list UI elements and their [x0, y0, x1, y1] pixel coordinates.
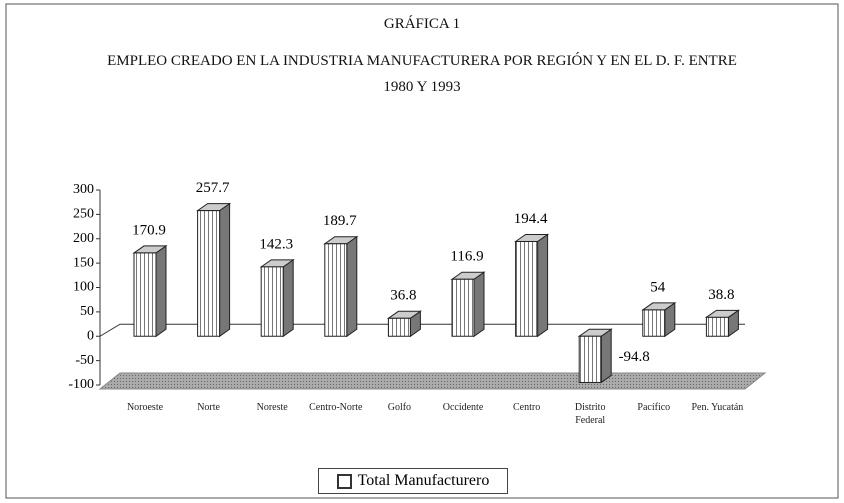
bar-face — [260, 266, 284, 337]
y-tick-label: 150 — [73, 255, 94, 270]
data-label: 116.9 — [450, 249, 483, 265]
data-label: 38.8 — [708, 287, 734, 303]
floor — [98, 372, 767, 390]
bar — [450, 271, 486, 338]
x-tick-label: Noreste — [256, 402, 288, 413]
y-tick-label: 250 — [73, 207, 94, 222]
data-label: 142.3 — [259, 236, 293, 252]
data-label: 170.9 — [132, 222, 166, 238]
x-tick-label: Occidente — [442, 402, 484, 413]
bar-face — [219, 202, 231, 338]
x-tick-label: Centro-Norte — [309, 402, 363, 413]
bar — [577, 328, 613, 384]
bar — [196, 202, 232, 338]
y-tick-label: -100 — [68, 377, 94, 392]
bar — [132, 244, 168, 338]
data-label: 36.8 — [390, 288, 416, 304]
data-label: 189.7 — [323, 213, 357, 229]
bar-face — [346, 235, 358, 338]
bar — [514, 233, 550, 338]
bar-face — [282, 258, 294, 338]
x-tick-label: Norte — [197, 402, 220, 413]
y-tick-label: 200 — [73, 231, 94, 246]
chart-supertitle: GRÁFICA 1 — [383, 16, 461, 32]
bar — [641, 301, 677, 338]
bar-face — [324, 243, 348, 337]
bar-face — [387, 317, 411, 337]
bar-face — [133, 252, 157, 337]
x-tick-label: Pen. Yucatán — [691, 402, 744, 413]
bar-face — [473, 271, 485, 338]
data-label: 257.7 — [196, 180, 230, 196]
x-tick-label: Pacífico — [637, 402, 671, 413]
x-tick-label: Noroeste — [126, 402, 164, 413]
bar-face — [155, 244, 167, 338]
bar-face — [197, 210, 221, 337]
bar-face — [578, 335, 602, 383]
bar-face — [451, 278, 475, 337]
y-tick-label: 300 — [73, 182, 94, 197]
bar — [386, 310, 422, 338]
chart-title: EMPLEO CREADO EN LA INDUSTRIA MANUFACTUR… — [107, 53, 737, 95]
bar-face — [642, 309, 666, 337]
y-tick-label: 100 — [73, 280, 94, 295]
legend: Total Manufacturero — [318, 468, 508, 494]
bar — [259, 258, 295, 338]
y-tick-label: 0 — [87, 328, 94, 343]
x-tick-label: Distrito Federal — [574, 402, 606, 426]
bar — [704, 309, 740, 338]
bar-face — [515, 240, 539, 337]
bar-face — [600, 328, 612, 384]
bar-face — [705, 316, 729, 337]
y-tick-label: -50 — [75, 353, 94, 368]
legend-swatch — [336, 473, 352, 489]
data-label: 194.4 — [514, 211, 548, 227]
frame — [5, 3, 839, 499]
data-label: 54 — [650, 279, 666, 295]
legend-label: Total Manufacturero — [357, 472, 490, 489]
x-tick-label: Golfo — [387, 402, 412, 413]
bar — [323, 235, 359, 338]
y-tick-label: 50 — [80, 304, 94, 319]
x-tick-label: Centro — [512, 402, 541, 413]
data-label: -94.8 — [619, 349, 650, 365]
bar-face — [537, 233, 549, 338]
